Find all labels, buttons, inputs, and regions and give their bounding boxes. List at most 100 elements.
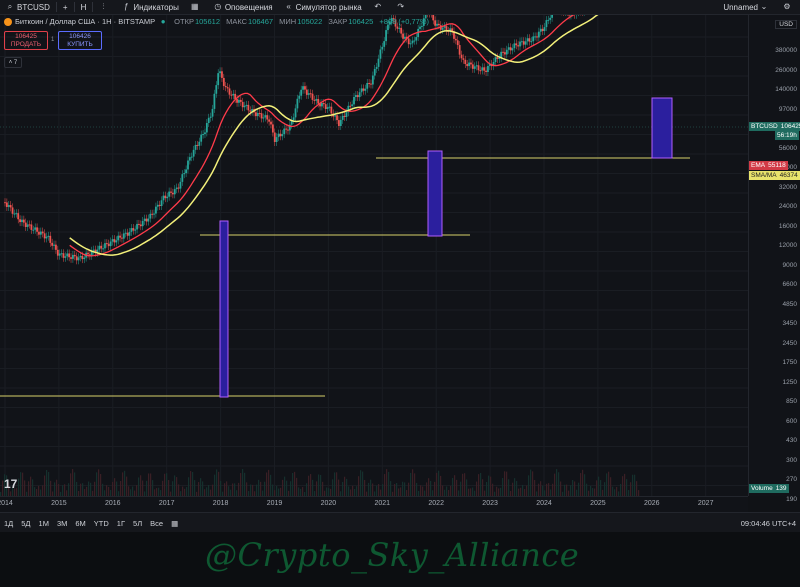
volume-bar (608, 471, 610, 496)
volume-bar (394, 484, 396, 496)
indicators-label: Индикаторы (133, 2, 179, 12)
candle-body (502, 51, 504, 53)
volume-bar (622, 476, 624, 496)
candle-body (219, 71, 221, 74)
undo-button[interactable]: ↶ (368, 0, 391, 14)
templates-button[interactable]: ▦ (185, 0, 208, 14)
timeframe-button[interactable]: 6М (75, 518, 86, 528)
timeframe-button[interactable]: 3М (56, 518, 68, 528)
candle-body (75, 256, 78, 261)
layout-name-button[interactable]: Unnamed ⌄ (717, 0, 777, 14)
candle-body (26, 224, 29, 227)
volume-bar (216, 469, 218, 496)
indicators-button[interactable]: ƒ Индикаторы (116, 0, 184, 14)
volume-bar (392, 491, 394, 496)
interval-button[interactable]: Н (75, 0, 93, 14)
volume-bar (522, 484, 524, 496)
volume-bar (28, 481, 30, 496)
volume-bar (100, 473, 102, 496)
candle-body (124, 232, 127, 234)
candle-body (262, 117, 265, 119)
candle-body (421, 25, 423, 27)
rewind-icon: « (286, 2, 291, 11)
timeframe-button[interactable]: Все (150, 518, 164, 528)
volume-bar (630, 482, 632, 496)
volume-bar (304, 491, 306, 496)
settings-button[interactable]: ⚙ (777, 0, 800, 14)
candle-body (481, 67, 484, 71)
candle-body (24, 222, 27, 227)
candle-body (87, 252, 89, 255)
volume-bar (620, 483, 622, 496)
time-axis[interactable]: 2014 2015 2016 2017 2018 2019 2020 2021 2022 2023… (0, 496, 748, 513)
volume-bar (358, 476, 360, 496)
timeframe-button[interactable]: 1М (38, 518, 49, 528)
volume-bar (226, 481, 228, 496)
price-axis[interactable]: USD 380000260000140000970007700056000420… (748, 15, 800, 503)
price-tick-label: 380000 (775, 47, 797, 54)
volume-bar (386, 469, 388, 496)
candle-body (339, 119, 342, 126)
candle-body (19, 219, 21, 223)
price-tick-label: 140000 (775, 86, 797, 93)
symbol-search-button[interactable]: ⌕ BTCUSD (0, 0, 56, 14)
volume-bar (624, 473, 626, 496)
volume-bar (138, 477, 140, 496)
timeframe-button[interactable]: 1Д (4, 518, 14, 528)
candle-body (183, 173, 186, 175)
timeframe-button[interactable]: 5Л (133, 518, 143, 528)
candle-body (470, 62, 472, 65)
currency-selector[interactable]: USD (775, 20, 797, 29)
candle-body (304, 86, 306, 90)
year-tick-label: 2022 (428, 500, 444, 507)
divider (92, 2, 94, 12)
sell-button[interactable]: 106425 ПРОДАТЬ (4, 31, 48, 50)
volume-bar (582, 469, 584, 496)
add-symbol-button[interactable]: + (57, 0, 74, 14)
candle-body (177, 187, 180, 189)
alerts-button[interactable]: ◷ Оповещения (208, 0, 279, 14)
date-range-icon[interactable]: ▦ (171, 518, 179, 528)
symbol-name: BTCUSD (17, 2, 50, 12)
collapse-legend-button[interactable]: ˄ 7 (4, 57, 22, 68)
volume-bar (482, 479, 484, 496)
candle-body (234, 93, 237, 100)
price-tick-label: 300 (786, 456, 797, 464)
price-tick-label: 270 (786, 476, 797, 483)
volume-bar (344, 476, 346, 496)
volume-bar (200, 478, 202, 496)
redo-button[interactable]: ↷ (391, 0, 414, 14)
volume-bar (592, 488, 594, 496)
buy-button[interactable]: 106426 КУПИТЬ (58, 31, 102, 50)
volume-bar (66, 490, 68, 496)
price-tick-label: 9000 (782, 261, 797, 269)
timeframe-button[interactable]: 5Д (21, 518, 31, 528)
candle-body (224, 85, 227, 88)
candle-type-button[interactable]: ⫶ (93, 0, 116, 14)
volume-bar (108, 486, 110, 496)
volume-bar (242, 469, 244, 496)
candle-body (515, 43, 518, 46)
volume-bar (376, 485, 378, 496)
timeframe-button[interactable]: 1Г (116, 518, 126, 528)
replay-button[interactable]: « Симулятор рынка (279, 0, 368, 14)
candle-body (541, 28, 544, 32)
timeframe-button[interactable]: YTD (93, 518, 109, 528)
volume-bar (580, 473, 582, 496)
indicators-icon: ƒ (124, 2, 129, 11)
volume-bar (288, 490, 290, 496)
candle-body (88, 254, 91, 256)
btcusd-tag-value: 106425 (780, 123, 800, 130)
chart-pane[interactable] (0, 15, 748, 496)
candle-body (151, 213, 154, 215)
candle-body (328, 106, 331, 108)
price-tick-label: 1750 (782, 359, 797, 366)
candle-body (377, 58, 380, 67)
candle-body (128, 231, 131, 236)
candle-body (534, 36, 537, 38)
redo-icon: ↷ (397, 2, 405, 11)
high-value: 106467 (248, 17, 274, 26)
candle-body (549, 17, 552, 20)
volume-bar (634, 474, 636, 496)
btcusd-tag-label: BTCUSD (751, 123, 778, 130)
